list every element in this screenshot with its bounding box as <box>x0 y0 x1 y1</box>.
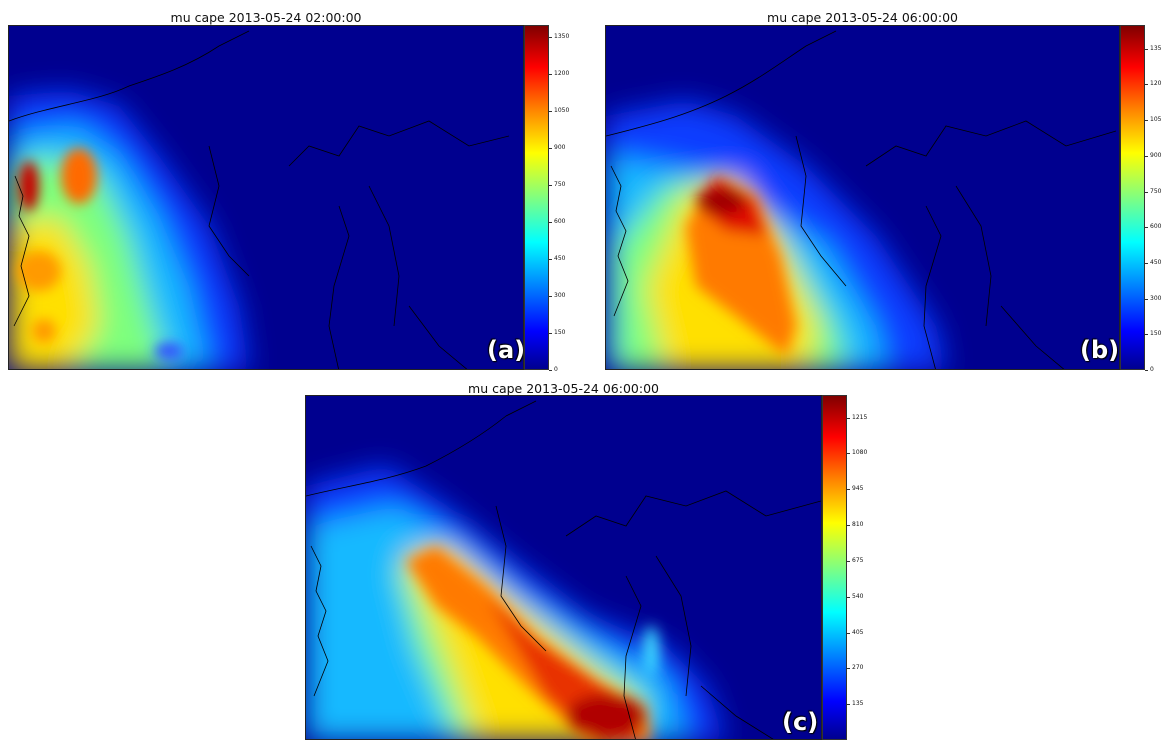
colorbar-tick-mark <box>847 596 850 598</box>
colorbar-tick-label: 0 <box>554 366 558 373</box>
colorbar-tick-mark <box>1145 191 1148 193</box>
colorbar-tick-mark <box>847 704 850 706</box>
colorbar-tick-label: 900 <box>554 144 566 152</box>
colorbar-tick-mark <box>1145 262 1148 264</box>
colorbar-tick-mark <box>1145 48 1148 50</box>
colorbar-tick-label: 405 <box>852 628 864 636</box>
panel-b-colorbar <box>1120 25 1145 370</box>
colorbar-tick-mark <box>549 259 552 261</box>
colorbar-tick-label: 600 <box>554 218 566 226</box>
colorbar-tick-label: 810 <box>852 521 864 529</box>
colorbar-tick-label: 540 <box>852 592 864 600</box>
colorbar-tick-label: 750 <box>1150 187 1162 195</box>
panel-b-title: mu cape 2013-05-24 06:00:00 <box>767 10 958 25</box>
colorbar-tick-mark <box>847 560 850 562</box>
colorbar-tick-label: 150 <box>554 329 566 337</box>
colorbar-tick-mark <box>549 148 552 150</box>
colorbar-tick-label: 675 <box>852 556 864 564</box>
colorbar-tick-label: 900 <box>1150 151 1162 159</box>
colorbar-tick-mark <box>847 489 850 491</box>
colorbar-tick-mark <box>549 185 552 187</box>
colorbar-tick-mark <box>549 333 552 335</box>
colorbar-tick-label: 105 <box>1150 116 1162 124</box>
panel-a-heatmap <box>9 26 523 369</box>
colorbar-tick-label: 1200 <box>554 70 570 78</box>
colorbar-tick-label: 945 <box>852 485 864 493</box>
colorbar-tick-label: 150 <box>1150 330 1162 338</box>
colorbar-tick-label: 300 <box>554 292 566 300</box>
colorbar-tick-label: 270 <box>852 664 864 672</box>
colorbar-tick-mark <box>1145 334 1148 336</box>
colorbar-tick-mark <box>549 222 552 224</box>
panel-a-colorbar <box>524 25 549 370</box>
colorbar-tick-label: 135 <box>852 700 864 708</box>
panel-a-label: (a) <box>487 336 524 364</box>
colorbar-tick-mark <box>1145 120 1148 122</box>
colorbar-tick-mark <box>1145 370 1148 371</box>
colorbar-tick-label: 1215 <box>852 413 868 421</box>
panel-b-label: (b) <box>1080 336 1120 364</box>
colorbar-tick-mark <box>1145 84 1148 86</box>
colorbar-tick-mark <box>549 37 552 39</box>
colorbar-tick-label: 120 <box>1150 80 1162 88</box>
colorbar-tick-label: 600 <box>1150 223 1162 231</box>
colorbar-tick-mark <box>1145 298 1148 300</box>
panel-c-heatmap <box>306 396 821 739</box>
colorbar-tick-mark <box>1145 227 1148 229</box>
colorbar-tick-mark <box>847 632 850 634</box>
colorbar-tick-mark <box>1145 155 1148 157</box>
colorbar-tick-label: 450 <box>1150 258 1162 266</box>
panel-c-colorbar <box>822 395 847 740</box>
panel-b-heatmap <box>606 26 1119 369</box>
colorbar-tick-mark <box>847 668 850 670</box>
panel-b-map: (b) <box>605 25 1120 370</box>
colorbar-tick-label: 1050 <box>554 107 570 115</box>
colorbar-tick-mark <box>847 417 850 419</box>
colorbar-tick-mark <box>847 453 850 455</box>
colorbar-tick-label: 750 <box>554 181 566 189</box>
colorbar-tick-mark <box>549 111 552 113</box>
panel-c-label: (c) <box>782 708 819 736</box>
colorbar-tick-label: 135 <box>1150 44 1162 52</box>
panel-a-title: mu cape 2013-05-24 02:00:00 <box>170 10 362 25</box>
colorbar-tick-mark <box>549 296 552 298</box>
colorbar-tick-label: 0 <box>1150 366 1154 373</box>
colorbar-tick-label: 300 <box>1150 294 1162 302</box>
colorbar-tick-mark <box>847 525 850 527</box>
colorbar-tick-mark <box>549 74 552 76</box>
panel-a-map: (a) <box>8 25 524 370</box>
colorbar-tick-label: 1350 <box>554 33 570 41</box>
colorbar-tick-label: 1080 <box>852 449 868 457</box>
colorbar-tick-mark <box>549 370 552 371</box>
panel-c-map: (c) <box>305 395 822 740</box>
colorbar-tick-label: 450 <box>554 255 566 263</box>
panel-c-title: mu cape 2013-05-24 06:00:00 <box>468 381 659 396</box>
